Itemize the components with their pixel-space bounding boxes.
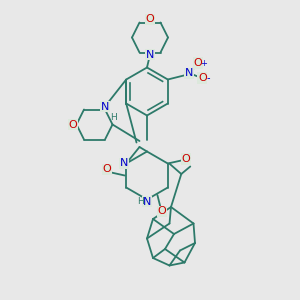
Text: +: + xyxy=(200,58,207,68)
Text: H: H xyxy=(110,112,117,122)
Text: O: O xyxy=(182,154,190,164)
Text: O: O xyxy=(146,14,154,25)
Text: H: H xyxy=(137,196,144,206)
Text: O: O xyxy=(158,206,166,217)
Text: -: - xyxy=(206,73,210,83)
Text: O: O xyxy=(198,73,207,83)
Text: N: N xyxy=(143,197,151,207)
Text: N: N xyxy=(120,158,128,169)
Text: N: N xyxy=(184,68,193,79)
Text: N: N xyxy=(146,50,154,60)
Text: O: O xyxy=(102,164,111,175)
Text: N: N xyxy=(101,101,109,112)
Text: O: O xyxy=(194,58,202,68)
Text: O: O xyxy=(68,119,77,130)
